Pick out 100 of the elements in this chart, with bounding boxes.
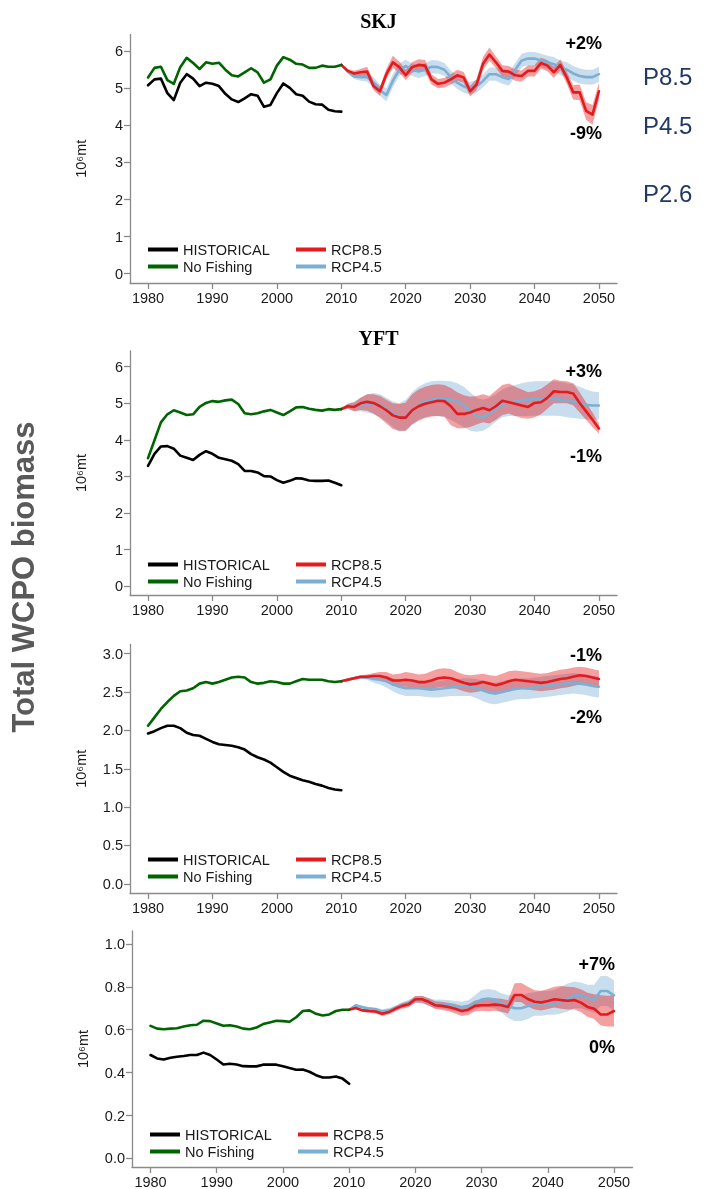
y-tick-label: 6 <box>114 358 123 375</box>
annotation: 0% <box>588 1037 615 1057</box>
y-tick-label: 5 <box>114 395 123 412</box>
line-series <box>149 1008 351 1031</box>
legend-label: HISTORICAL <box>183 241 270 258</box>
y-tick-label: 0 <box>114 578 123 595</box>
legend-label: HISTORICAL <box>183 851 270 868</box>
y-tick-label: 1.0 <box>102 799 123 816</box>
y-tick-label: 0.4 <box>104 1064 125 1081</box>
y-tick-label: 0.0 <box>102 875 123 892</box>
x-tick-label: 2000 <box>260 899 294 916</box>
x-tick-label: 1980 <box>131 601 165 618</box>
line-series <box>146 55 343 86</box>
chart-title: SKJ <box>360 10 397 32</box>
y-tick-label: 0.5 <box>102 837 123 854</box>
line-series <box>339 673 601 687</box>
x-tick-label: 2000 <box>260 289 294 306</box>
x-tick-label: 2050 <box>582 899 616 916</box>
x-tick-label: 2040 <box>518 289 551 306</box>
x-tick-label: 2040 <box>531 1173 564 1189</box>
x-tick-label: 2010 <box>333 1173 366 1189</box>
x-tick-label: 2000 <box>266 1173 300 1189</box>
y-tick-label: 0.2 <box>104 1107 125 1124</box>
line-series <box>146 444 343 487</box>
x-tick-label: 2050 <box>597 1173 631 1189</box>
legend-label: HISTORICAL <box>183 556 270 573</box>
legend-label: RCP4.5 <box>331 258 382 275</box>
legend-label: RCP8.5 <box>331 556 382 573</box>
x-tick-label: 2010 <box>325 601 358 618</box>
line-series <box>339 53 601 116</box>
y-tick-label: 2.0 <box>102 722 123 739</box>
x-tick-label: 2040 <box>518 899 551 916</box>
y-tick-label: 3.0 <box>102 645 123 662</box>
annotation: -1% <box>569 446 602 466</box>
legend-label: RCP4.5 <box>331 868 382 885</box>
y-tick-label: 2 <box>114 191 123 208</box>
legend-label: RCP8.5 <box>331 241 382 258</box>
text: Total WCPO biomass <box>5 421 41 733</box>
y-axis-title: 10⁶mt <box>72 749 89 788</box>
x-tick-label: 1980 <box>131 899 165 916</box>
x-tick-label: 2020 <box>389 289 422 306</box>
x-tick-label: 2040 <box>518 601 551 618</box>
y-tick-label: 0.0 <box>104 1150 125 1167</box>
y-tick-label: 1 <box>114 541 123 558</box>
y-axis-title: 10⁶mt <box>72 139 89 178</box>
x-tick-label: 1980 <box>134 1173 167 1189</box>
x-tick-label: 2010 <box>325 899 358 916</box>
x-tick-label: 2010 <box>325 289 358 306</box>
y-tick-label: 3 <box>114 154 123 171</box>
y-tick-label: 0 <box>114 265 123 282</box>
annotation: +2% <box>565 33 602 53</box>
legend-label: RCP8.5 <box>331 851 382 868</box>
y-tick-label: 5 <box>114 80 123 97</box>
annotation: +3% <box>565 361 602 381</box>
legend-label: RCP8.5 <box>333 1126 384 1143</box>
x-tick-label: 2050 <box>582 289 616 306</box>
x-tick-label: 2030 <box>465 1173 498 1189</box>
y-tick-label: 4 <box>114 117 123 134</box>
x-tick-label: 2050 <box>582 601 616 618</box>
x-tick-label: 2030 <box>453 601 487 618</box>
chart-title: YFT <box>358 327 400 349</box>
line-series <box>146 398 343 460</box>
line-series <box>146 72 343 113</box>
y-tick-label: 1.5 <box>102 760 123 777</box>
y-tick-label: 1 <box>114 228 123 245</box>
x-tick-label: 2020 <box>389 601 422 618</box>
x-tick-label: 2030 <box>453 289 487 306</box>
annotation: -1% <box>569 645 602 665</box>
legend-label: No Fishing <box>183 258 253 275</box>
x-tick-label: 2020 <box>389 899 422 916</box>
legend-label: No Fishing <box>183 573 253 590</box>
line-series <box>146 724 343 792</box>
text: P8.5 <box>643 63 693 90</box>
y-axis-title: 10⁶mt <box>74 1029 91 1069</box>
y-tick-label: 4 <box>114 431 123 448</box>
text: P4.5 <box>643 112 693 139</box>
line-series <box>339 389 601 430</box>
x-tick-label: 1990 <box>196 899 229 916</box>
x-tick-label: 2000 <box>260 601 294 618</box>
legend-label: RCP4.5 <box>333 1143 384 1160</box>
line-series <box>149 1051 351 1086</box>
annotation: -9% <box>569 123 602 143</box>
x-tick-label: 1990 <box>196 601 229 618</box>
y-axis-title: 10⁶mt <box>72 453 89 493</box>
legend-label: No Fishing <box>185 1143 255 1160</box>
y-tick-label: 2.5 <box>102 684 123 701</box>
y-tick-label: 0.6 <box>104 1021 125 1038</box>
x-tick-label: 1990 <box>200 1173 233 1189</box>
y-tick-label: 2 <box>114 505 123 522</box>
x-tick-label: 1980 <box>131 289 165 306</box>
y-tick-label: 0.8 <box>104 978 125 995</box>
annotation: +7% <box>578 954 615 974</box>
x-tick-label: 1990 <box>196 289 229 306</box>
y-tick-label: 1.0 <box>104 935 125 952</box>
annotation: -2% <box>569 707 602 727</box>
legend-label: RCP4.5 <box>331 573 382 590</box>
y-tick-label: 6 <box>114 43 123 60</box>
legend-label: HISTORICAL <box>185 1126 272 1143</box>
legend-label: No Fishing <box>183 868 253 885</box>
text: P2.6 <box>643 180 693 207</box>
